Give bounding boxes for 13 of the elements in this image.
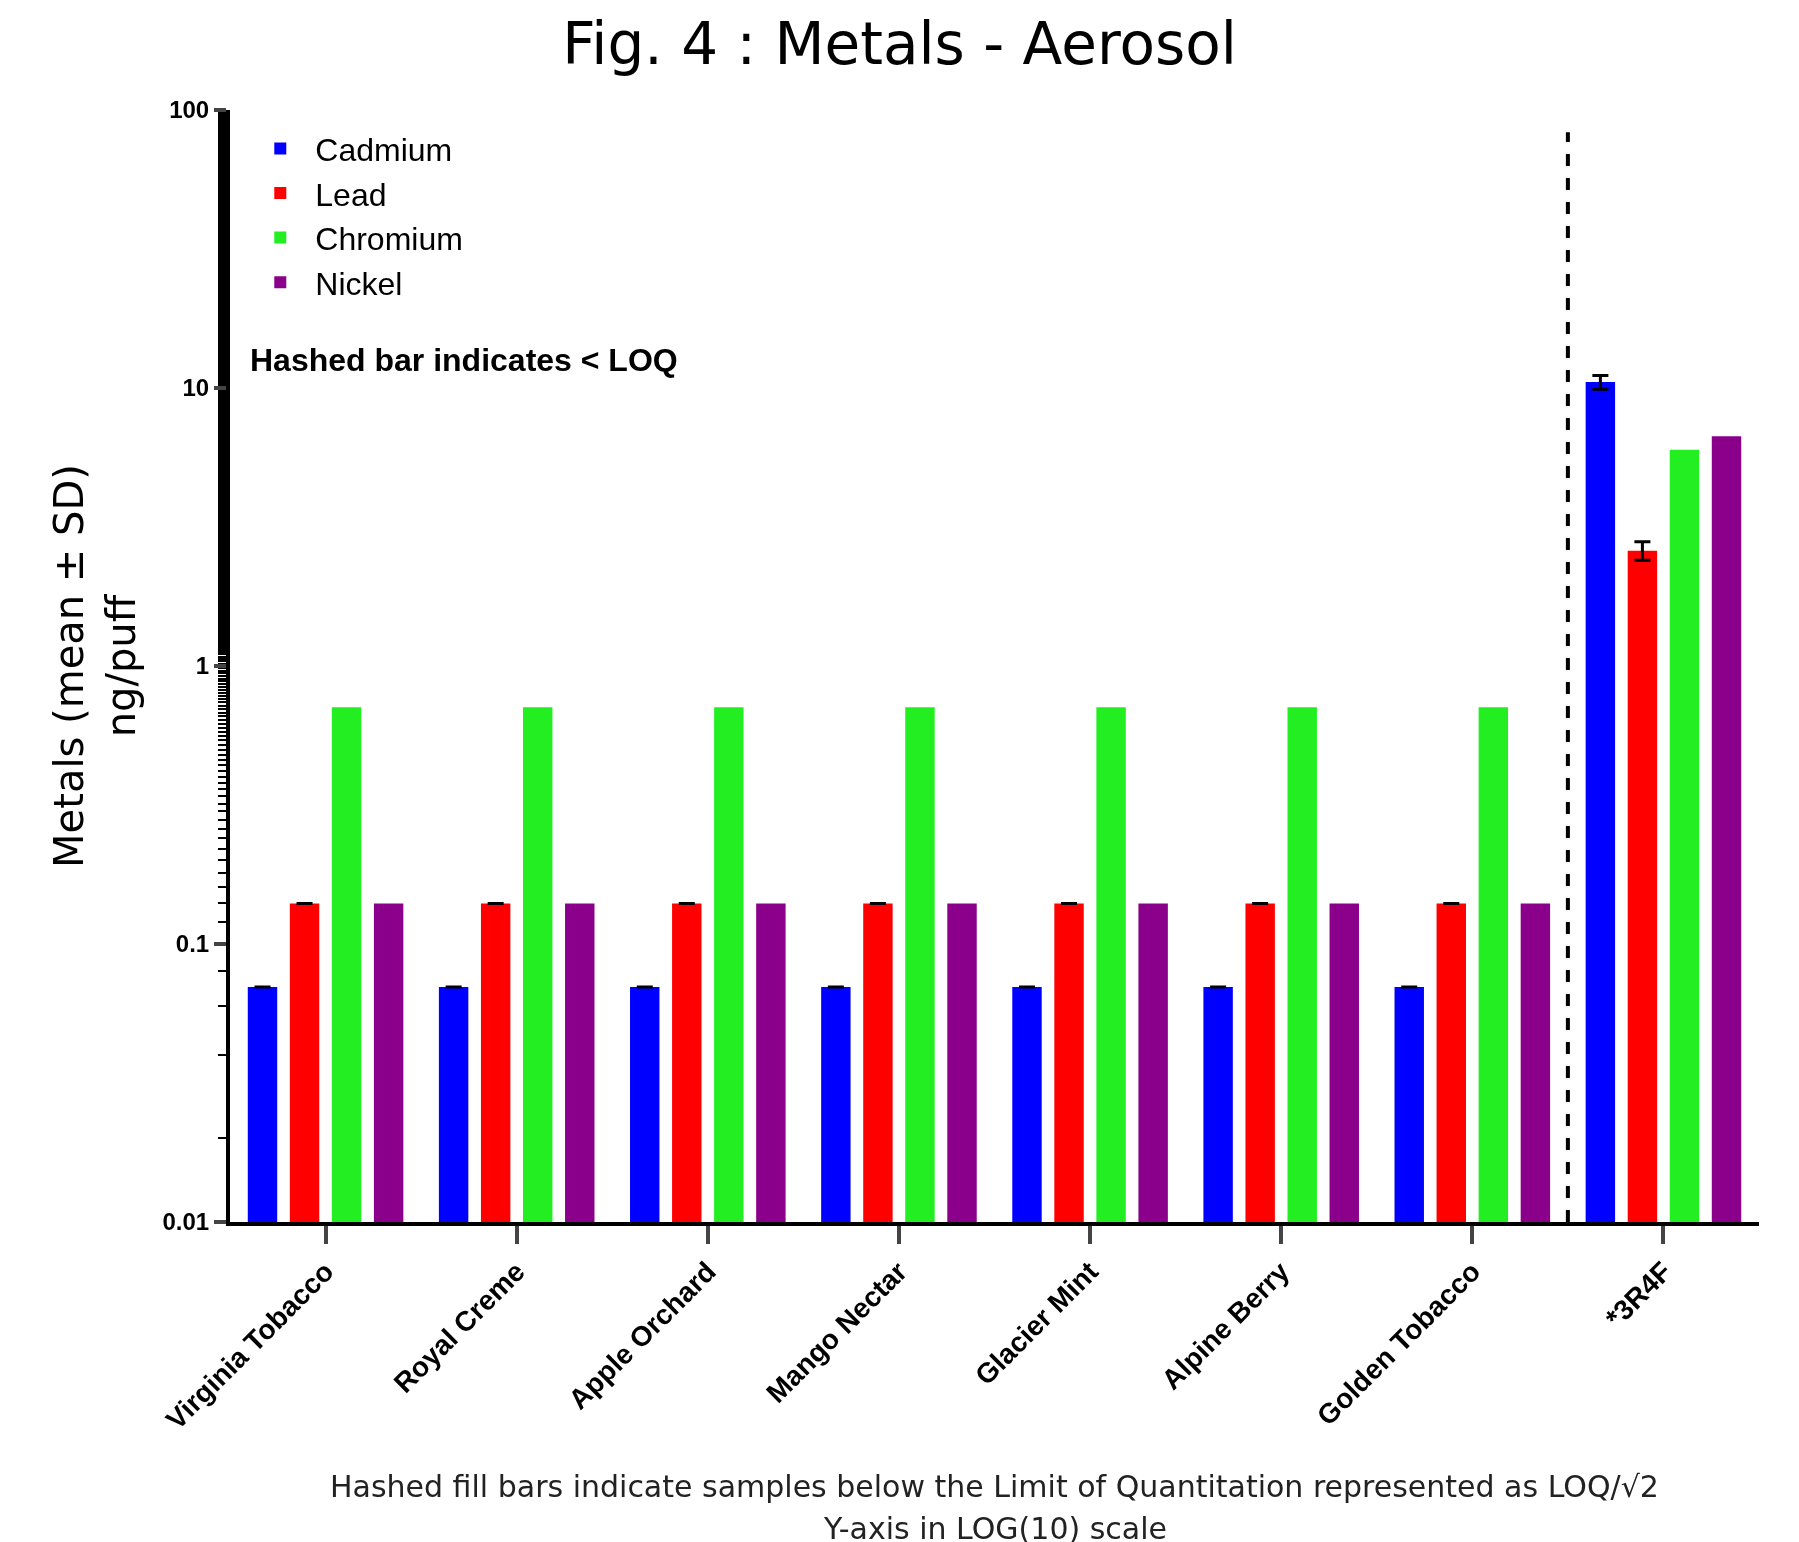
legend-label: Nickel [315,265,403,302]
text: Hashed fill bars indicate samples below the Limit of Quantitation represented as LOQ/√2 [330,1469,1659,1504]
y-axis-title: Metals (mean ± SD) ng/puff [46,464,145,868]
y-tick-label: 1 [195,652,210,680]
legend-label: Chromium [315,221,463,258]
legend-label: Lead [315,176,387,213]
y-tick-label: 0.1 [175,930,210,958]
y-tick-label: 100 [169,96,210,124]
legend-label: Cadmium [315,131,453,168]
annotation: Hashed bar indicates < LOQ [250,342,678,378]
chart-title: Fig. 4 : Metals - Aerosol [562,9,1237,78]
y-tick-label: 0.01 [162,1208,210,1236]
y-tick-label: 10 [182,374,210,402]
